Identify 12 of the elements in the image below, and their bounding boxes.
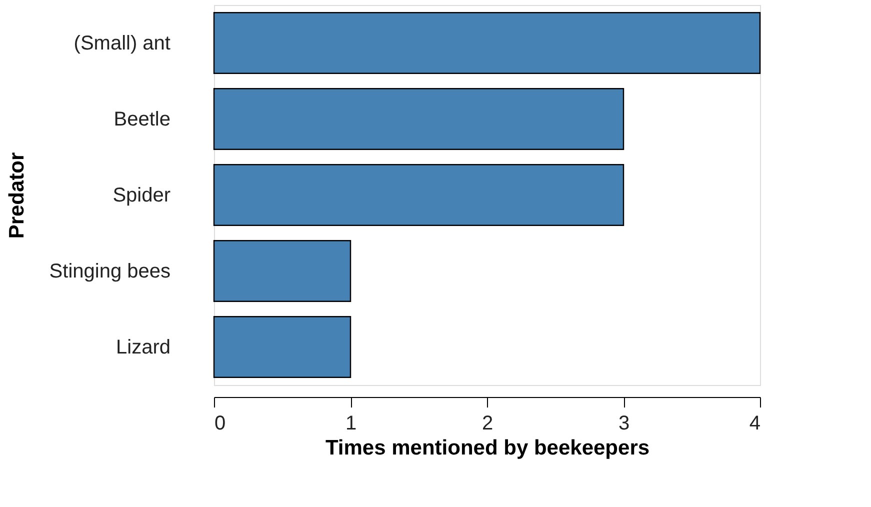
x-tick-label: 2 — [482, 412, 494, 434]
x-tick-label: 4 — [749, 412, 760, 434]
y-tick-label: Lizard — [116, 336, 170, 358]
x-axis-title: Times mentioned by beekeepers — [325, 436, 650, 460]
y-tick-label: Stinging bees — [49, 260, 170, 282]
y-tick-label: (Small) ant — [74, 32, 171, 54]
y-tick-label: Beetle — [114, 108, 170, 130]
x-tick-label: 0 — [214, 412, 226, 434]
x-tick-label: 1 — [345, 412, 357, 434]
y-tick-label: Spider — [112, 184, 171, 206]
x-tick-label: 3 — [618, 412, 630, 434]
y-axis-title: Predator — [5, 152, 28, 239]
